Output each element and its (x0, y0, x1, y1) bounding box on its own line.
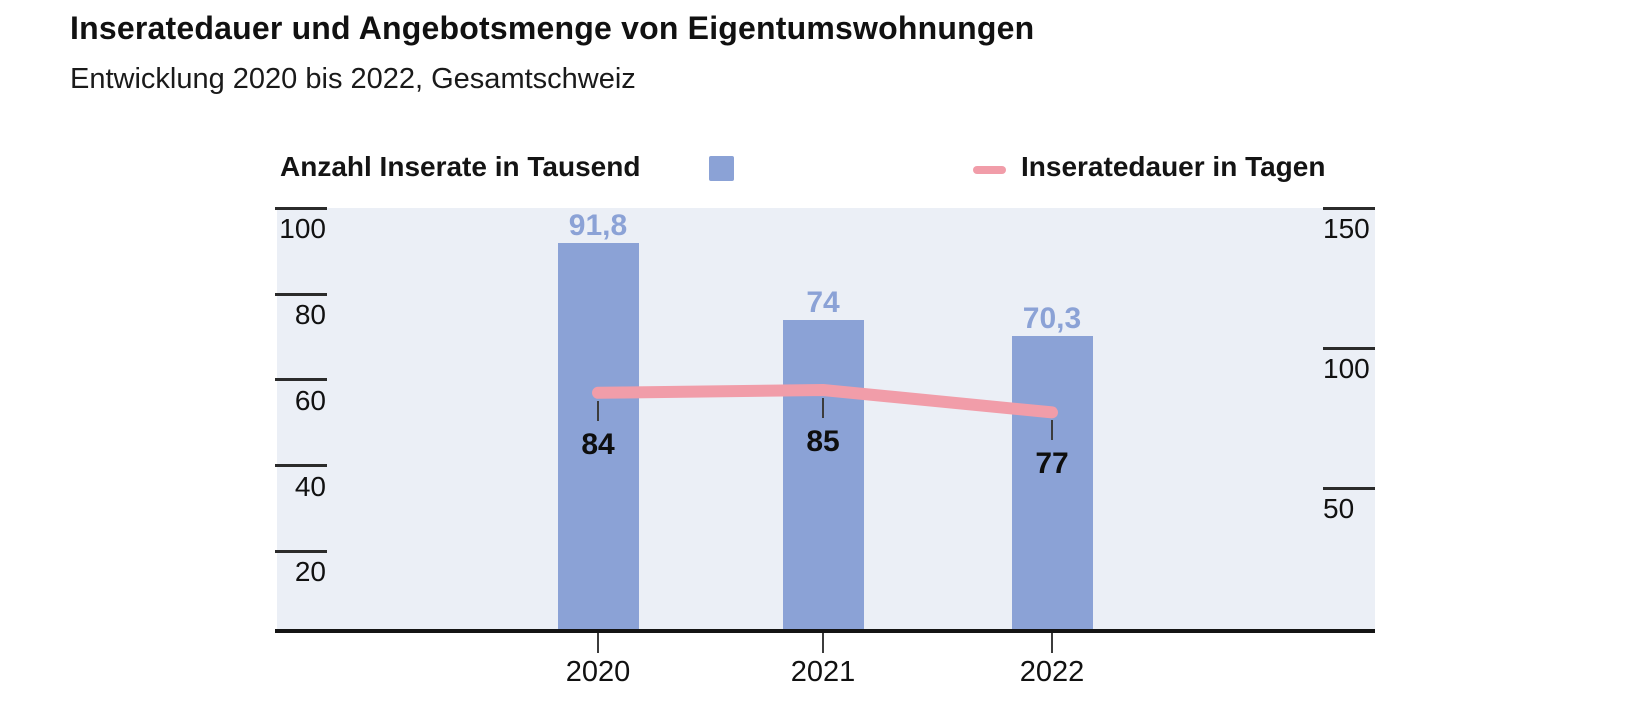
legend-line-label: Inseratedauer in Tagen (1021, 151, 1326, 182)
right-axis-tick-label: 100 (1323, 353, 1370, 384)
line-point-connector (822, 398, 824, 418)
line-value-label: 84 (581, 427, 615, 461)
chart-subtitle: Entwicklung 2020 bis 2022, Gesamtschweiz (70, 63, 636, 95)
left-axis-tick-label: 100 (279, 213, 326, 245)
left-axis-tick (275, 206, 327, 210)
bar-value-label: 91,8 (568, 209, 628, 243)
bar-2020 (557, 243, 639, 629)
line-series-swatch-icon (973, 166, 1006, 174)
left-axis-tick (275, 464, 327, 467)
line-point-connector (597, 400, 599, 421)
left-axis-tick-label: 20 (294, 556, 326, 588)
line-value-label: 85 (806, 425, 840, 458)
line-value-label: 77 (1035, 447, 1069, 481)
bar-2021 (782, 319, 864, 629)
line-point-connector (1051, 420, 1053, 441)
chart-title: Inseratedauer und Angebotsmenge von Eige… (70, 10, 1035, 46)
x-axis-label-2020: 2020 (565, 656, 631, 688)
right-axis-tick (1323, 346, 1375, 350)
x-axis-label-2022: 2022 (1019, 656, 1085, 688)
left-axis-tick (275, 549, 327, 553)
left-axis-tick (275, 378, 327, 382)
left-axis-tick (275, 292, 327, 296)
right-axis-tick-label: 50 (1323, 493, 1355, 524)
x-axis-tick (1051, 633, 1053, 653)
x-axis-line (275, 629, 1375, 633)
bar-value-label: 70,3 (1022, 301, 1082, 335)
right-axis-tick (1323, 206, 1375, 210)
right-axis-tick (1323, 486, 1375, 490)
left-axis-tick-label: 40 (294, 470, 326, 502)
x-axis-tick (597, 633, 599, 653)
right-axis-tick-label: 150 (1323, 213, 1370, 244)
bar-value-label: 74 (806, 285, 840, 319)
left-axis-tick-label: 60 (294, 384, 326, 416)
x-axis-label-2021: 2021 (790, 656, 856, 688)
legend-bars-label: Anzahl Inserate in Tausend (280, 151, 641, 182)
bar-2022 (1011, 335, 1093, 629)
x-axis-tick (822, 633, 824, 653)
bar-series-swatch-icon (709, 156, 734, 181)
left-axis-tick-label: 80 (294, 299, 326, 330)
